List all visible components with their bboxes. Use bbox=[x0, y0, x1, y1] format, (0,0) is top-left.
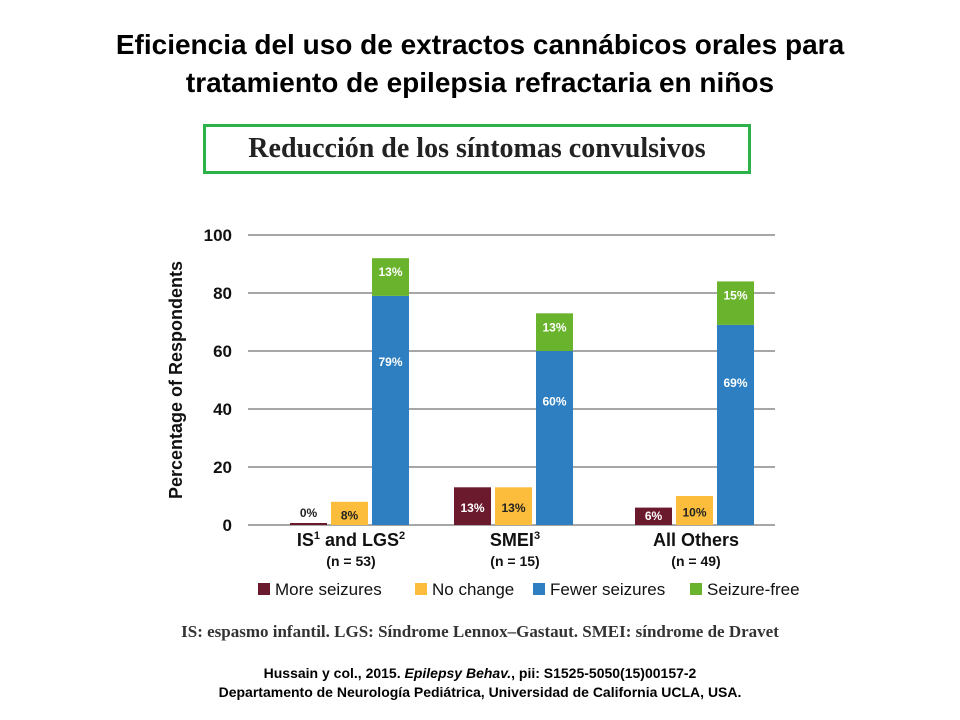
y-axis-label: Percentage of Respondents bbox=[166, 261, 186, 499]
data-label-seizure-free-2: 15% bbox=[723, 288, 747, 302]
y-tick-label-80: 80 bbox=[213, 284, 232, 303]
bar-more-seizures-0 bbox=[290, 523, 327, 525]
legend-swatch-more-seizures bbox=[258, 583, 270, 595]
y-tick-label-100: 100 bbox=[204, 226, 232, 245]
legend-swatch-fewer-seizures bbox=[533, 583, 545, 595]
bar-chart: 0 20 40 60 80 100 Percentage of Respondents 0% 8… bbox=[166, 226, 800, 599]
bar-seizure-free-1 bbox=[536, 313, 573, 351]
x-tick-n-1: (n = 15) bbox=[490, 553, 539, 569]
legend-swatch-no-change bbox=[415, 583, 427, 595]
legend-label-seizure-free: Seizure-free bbox=[707, 580, 800, 599]
legend-label-more-seizures: More seizures bbox=[275, 580, 382, 599]
legend-swatch-seizure-free bbox=[690, 583, 702, 595]
page-title: Eficiencia del uso de extractos cannábic… bbox=[0, 26, 960, 102]
bar-fewer-seizures-2 bbox=[717, 324, 754, 525]
y-tick-label-20: 20 bbox=[213, 458, 232, 477]
bar-more-seizures-1 bbox=[454, 487, 491, 525]
citation: Hussain y col., 2015. Epilepsy Behav., p… bbox=[0, 664, 960, 702]
title-line-2: tratamiento de epilepsia refractaria en … bbox=[185, 67, 775, 98]
data-label-more-seizures-0: 0% bbox=[300, 506, 318, 520]
title-line-1: Eficiencia del uso de extractos cannábic… bbox=[115, 29, 845, 60]
bar-no-change-1 bbox=[495, 487, 532, 525]
data-label-no-change-0: 8% bbox=[341, 508, 359, 522]
data-label-no-change-1: 13% bbox=[501, 501, 525, 515]
bar-seizure-free-2 bbox=[717, 281, 754, 325]
data-label-seizure-free-0: 13% bbox=[378, 265, 402, 279]
subtitle: Reducción de los síntomas convulsivos bbox=[248, 133, 706, 164]
citation-line-2: Departamento de Neurología Pediátrica, U… bbox=[218, 684, 742, 700]
x-tick-label-2: All Others bbox=[653, 530, 739, 550]
x-tick-n-0: (n = 53) bbox=[326, 553, 375, 569]
footnote: IS: espasmo infantil. LGS: Síndrome Lenn… bbox=[181, 622, 779, 641]
bar-fewer-seizures-0 bbox=[372, 295, 409, 525]
legend-label-no-change: No change bbox=[432, 580, 514, 599]
data-label-more-seizures-1: 13% bbox=[460, 501, 484, 515]
y-tick-label-0: 0 bbox=[223, 516, 232, 535]
bar-fewer-seizures-1 bbox=[536, 351, 573, 525]
x-tick-n-2: (n = 49) bbox=[671, 553, 720, 569]
bar-more-seizures-2 bbox=[635, 507, 672, 525]
citation-journal: Epilepsy Behav. bbox=[404, 665, 512, 681]
data-label-no-change-2: 10% bbox=[682, 506, 706, 520]
bar-no-change-0 bbox=[331, 501, 368, 525]
x-tick-label-1: SMEI3 bbox=[490, 530, 540, 550]
data-label-fewer-seizures-2: 69% bbox=[723, 376, 747, 390]
data-label-more-seizures-2: 6% bbox=[645, 509, 663, 523]
bar-seizure-free-0 bbox=[372, 258, 409, 296]
data-label-seizure-free-1: 13% bbox=[542, 320, 566, 334]
data-label-fewer-seizures-0: 79% bbox=[378, 355, 402, 369]
citation-ref: , pii: S1525-5050(15)00157-2 bbox=[511, 665, 697, 681]
bar-no-change-2 bbox=[676, 496, 713, 525]
citation-authors: Hussain y col., 2015. bbox=[263, 665, 401, 681]
subtitle-box: Reducción de los síntomas convulsivos bbox=[203, 124, 751, 174]
y-tick-label-40: 40 bbox=[213, 400, 232, 419]
data-label-fewer-seizures-1: 60% bbox=[542, 395, 566, 409]
legend-label-fewer-seizures: Fewer seizures bbox=[550, 580, 665, 599]
citation-line-1: Hussain y col., 2015. Epilepsy Behav., p… bbox=[0, 664, 960, 683]
x-tick-label-0: IS1 and LGS2 bbox=[297, 530, 405, 550]
y-tick-label-60: 60 bbox=[213, 342, 232, 361]
